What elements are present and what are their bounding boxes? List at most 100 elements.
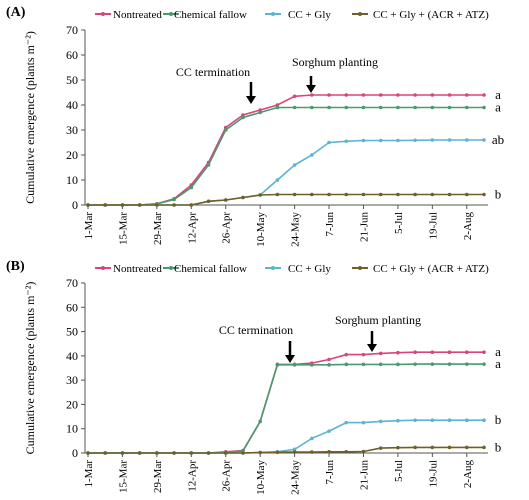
series-line [88, 446, 484, 454]
data-point [464, 362, 469, 366]
annotation-label: Sorghum planting [335, 313, 421, 327]
data-point [430, 105, 435, 110]
data-point [292, 447, 297, 452]
significance-letter: ab [492, 132, 504, 147]
data-point [482, 192, 486, 197]
data-point [430, 445, 435, 450]
data-point [344, 449, 349, 454]
data-point [327, 93, 331, 97]
data-point [344, 352, 349, 357]
x-tick-label: 2-Aug [462, 212, 474, 241]
legend-entry: CC + Gly + (ACR + ATZ) [373, 9, 489, 21]
x-tick-label: 12-Apr [186, 460, 198, 492]
data-point [361, 105, 366, 110]
x-tick-label: 7-Jun [324, 212, 336, 237]
data-point [361, 420, 366, 425]
data-point [378, 138, 383, 143]
legend-marker [358, 266, 362, 270]
data-point [447, 350, 452, 355]
data-point [103, 451, 108, 455]
annotation-label: CC termination [219, 323, 293, 337]
annotation-label: CC termination [176, 65, 250, 79]
legend-marker [358, 12, 362, 16]
data-point [482, 93, 486, 97]
data-point [464, 105, 469, 110]
data-point [430, 350, 435, 355]
y-tick-label: 60 [66, 300, 78, 314]
data-point [361, 352, 366, 357]
x-tick-label: 26-Apr [221, 460, 233, 492]
data-point [292, 192, 297, 197]
data-point [310, 153, 314, 157]
data-point [310, 93, 314, 97]
legend-entry: CC + Gly + (ACR + ATZ) [373, 263, 489, 275]
x-tick-label: 19-Jul [427, 212, 439, 240]
data-point [120, 451, 125, 455]
data-point [464, 418, 469, 423]
data-point [275, 450, 280, 455]
data-point [241, 115, 245, 120]
data-point [310, 450, 314, 454]
x-tick-label: 2-Aug [462, 460, 474, 489]
data-point [241, 451, 245, 455]
data-point [189, 451, 194, 455]
data-point [413, 138, 417, 143]
data-point [430, 138, 435, 142]
x-tick-label: 15-Mar [117, 212, 129, 245]
data-point [396, 138, 400, 143]
data-point [327, 429, 331, 433]
data-point [206, 199, 211, 204]
data-point [275, 363, 280, 367]
data-point [258, 419, 262, 424]
legend-marker [271, 12, 275, 16]
data-point [378, 192, 383, 197]
x-tick-label: 7-Jun [324, 460, 336, 485]
data-point [310, 105, 314, 110]
y-tick-label: 40 [66, 98, 78, 112]
significance-letter: b [495, 187, 502, 202]
data-point [241, 113, 245, 117]
x-tick-label: 19-Jul [427, 460, 439, 488]
data-point [172, 203, 176, 207]
data-point [292, 450, 297, 454]
data-point [292, 94, 297, 99]
data-point [223, 198, 228, 202]
data-point [344, 192, 349, 197]
y-tick-label: 70 [66, 23, 78, 37]
data-point [275, 192, 280, 197]
data-point [464, 350, 469, 355]
data-point [482, 138, 486, 142]
data-point [86, 203, 90, 207]
data-point [223, 128, 228, 132]
significance-letter: a [495, 100, 501, 115]
series-line [88, 193, 484, 206]
y-tick-label: 0 [72, 446, 78, 460]
x-tick-label: 24-May [290, 460, 302, 495]
x-tick-label: 29-Mar [152, 212, 164, 245]
series-line [88, 363, 484, 454]
data-point [413, 105, 417, 110]
data-point [430, 192, 435, 197]
legend-marker [271, 266, 275, 270]
legend-entry: CC + Gly [288, 9, 331, 21]
data-point [447, 105, 452, 110]
legend-marker [101, 12, 105, 16]
data-point [378, 105, 383, 110]
legend-entry: Nontreated [113, 263, 162, 275]
data-point [378, 419, 383, 424]
y-tick-label: 20 [66, 397, 78, 411]
data-point [344, 420, 349, 425]
x-tick-label: 21-Jun [358, 460, 370, 490]
data-point [137, 451, 142, 455]
data-point [361, 449, 366, 454]
data-point [396, 192, 400, 197]
y-tick-label: 30 [66, 123, 78, 137]
legend-marker [169, 12, 173, 16]
data-point [361, 362, 366, 367]
data-point [327, 357, 331, 362]
data-point [430, 93, 435, 97]
x-tick-label: 26-Apr [221, 212, 233, 244]
data-point [396, 445, 400, 450]
data-point [310, 192, 314, 197]
